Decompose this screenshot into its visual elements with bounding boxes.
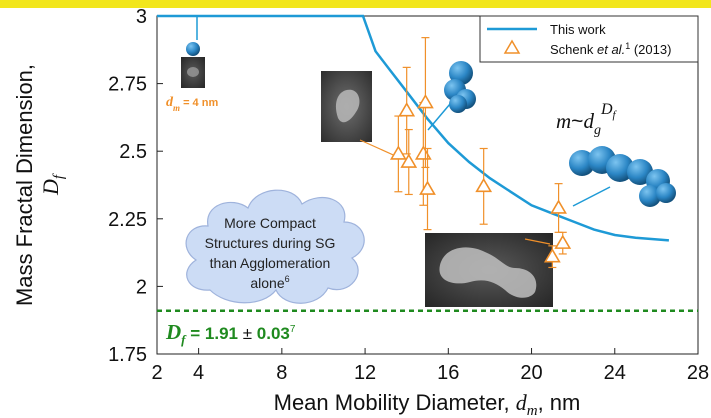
y-axis-title: Mass Fractal Dimension, Df [12, 64, 67, 306]
triangle-marker [414, 145, 432, 160]
df-limit-label: Df = 1.91 ± 0.037 [165, 320, 296, 347]
plot-frame [156, 15, 699, 355]
legend-label-schenk: Schenk et al.1 (2013) [550, 41, 671, 57]
y-tick-label: 3 [136, 6, 147, 28]
schenk-data-point [554, 231, 572, 255]
x-tick-label: 16 [437, 362, 459, 384]
tem-pointer-line [524, 238, 551, 245]
sphere-cluster-icon-large [569, 146, 676, 207]
sphere-cluster-icon-small [444, 61, 476, 113]
cluster-pointer-line-top [427, 103, 451, 131]
x-tick-label: 12 [354, 362, 376, 384]
cloud-text-line2: Structures during SG [205, 235, 336, 251]
triangle-marker [398, 102, 416, 117]
y-tick-label: 2.5 [119, 141, 147, 163]
x-axis-title: Mean Mobility Diameter, dm, nm [274, 390, 581, 418]
y-axis-ticks: 1.75 2 2.25 2.5 2.75 3 [108, 6, 163, 366]
cluster-pointer-line-right [572, 186, 611, 207]
annotation-texts: dm = 4 nm More Compact Structures during… [165, 95, 618, 347]
triangle-marker [543, 248, 561, 263]
triangle-marker [475, 177, 493, 193]
legend-triangle-swatch [503, 39, 521, 54]
cloud-shape [185, 189, 365, 304]
cloud-text-line1: More Compact [224, 215, 316, 231]
legend-box [479, 15, 699, 63]
y-tick-label: 1.75 [108, 344, 147, 366]
schenk-data-point [417, 37, 434, 169]
x-axis-ticks: 2 4 8 12 16 20 24 28 [151, 348, 709, 384]
x-tick-label: 20 [520, 362, 542, 384]
triangle-marker [554, 234, 572, 249]
this-work-line [157, 14, 670, 242]
tem-particle-large [439, 247, 537, 298]
schenk-data-point [398, 66, 416, 155]
schenk-data-point [400, 128, 418, 196]
x-tick-label: 28 [687, 362, 709, 384]
y-tick-label: 2 [136, 276, 147, 298]
x-tick-label: 8 [276, 362, 287, 384]
cloud-text-line3: than Agglomeration [210, 255, 331, 271]
legend: This work Schenk et al.1 (2013) [479, 15, 699, 63]
schenk-data-point [475, 147, 493, 225]
triangle-marker [550, 199, 567, 214]
schenk-data-point [550, 183, 567, 233]
cloud-text-line4: alone6 [250, 274, 289, 291]
triangle-marker [419, 180, 436, 195]
x-tick-label: 2 [151, 362, 162, 384]
y-axis-title-line1: Mass Fractal Dimension, [12, 64, 37, 306]
x-tick-label: 24 [604, 362, 626, 384]
y-tick-label: 2.75 [108, 74, 147, 96]
dm-label: dm = 4 nm [166, 95, 218, 113]
tem-particle-medium [335, 89, 360, 123]
triangle-marker [400, 153, 418, 168]
schenk-data-point [543, 245, 561, 269]
model-series [157, 14, 670, 242]
sphere-icon-single [186, 42, 200, 56]
tem-particle-small [187, 67, 199, 77]
y-tick-label: 2.25 [108, 209, 147, 231]
legend-label-this-work: This work [550, 22, 606, 37]
annotations-layer [181, 16, 676, 307]
triangle-marker [417, 93, 434, 109]
measured-series [389, 37, 572, 269]
schenk-data-point [419, 147, 436, 231]
formula-text: m~dgDf [556, 101, 618, 138]
y-axis-title-line2: Df [38, 173, 67, 196]
top-accent-bar [0, 0, 711, 8]
triangle-marker [389, 145, 407, 160]
x-tick-label: 4 [193, 362, 204, 384]
